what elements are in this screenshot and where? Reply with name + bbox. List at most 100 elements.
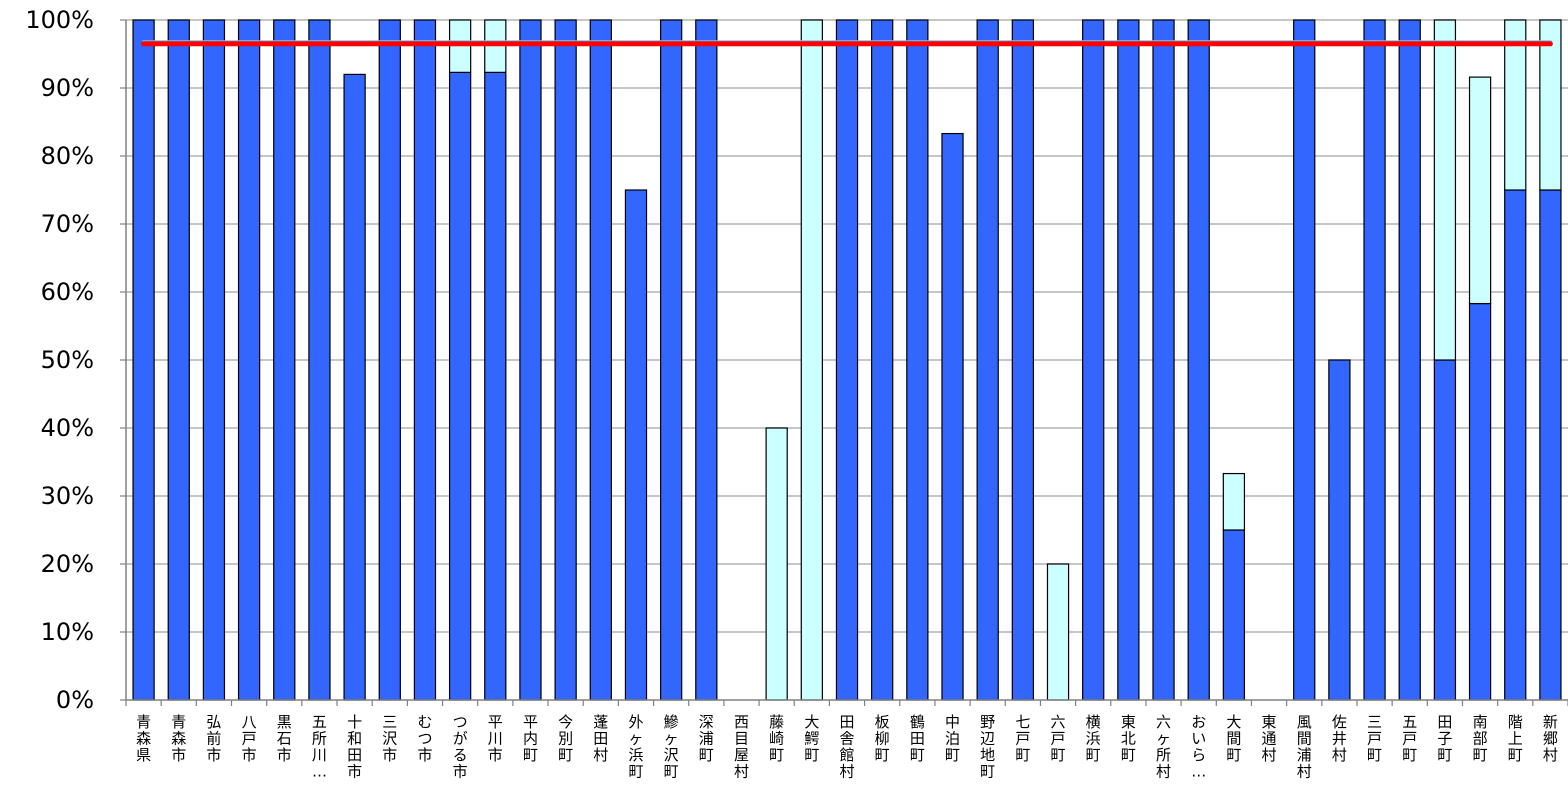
- bar: [1328, 359, 1351, 701]
- bar: [1082, 19, 1105, 701]
- reference-lines: [141, 40, 1553, 47]
- y-tick-label: 40%: [41, 414, 94, 442]
- bar: [1011, 19, 1035, 701]
- y-tick-label: 80%: [41, 142, 94, 170]
- x-tick-label: むつ市: [417, 713, 432, 764]
- bar: [589, 19, 612, 701]
- x-tick-label: 今別町: [558, 713, 573, 764]
- bar: [167, 19, 190, 701]
- bar: [519, 19, 542, 701]
- bar: [1504, 19, 1527, 191]
- bar: [1187, 19, 1210, 701]
- bar: [1468, 76, 1492, 305]
- x-tick-label: 平内町: [523, 713, 538, 764]
- bar: [1293, 19, 1316, 701]
- x-tick-label: 東北町: [1121, 713, 1136, 764]
- x-tick-label: 野辺地町: [980, 713, 995, 781]
- x-tick-label: 五所川…: [312, 713, 327, 781]
- bar: [378, 19, 401, 701]
- bar: [906, 19, 929, 701]
- bar: [1468, 302, 1492, 701]
- x-tick-label: 藤崎町: [769, 713, 784, 764]
- x-tick-label: 大鰐町: [804, 713, 819, 764]
- bar: [1363, 19, 1386, 701]
- y-tick-label: 10%: [41, 618, 94, 646]
- x-tick-label: 八戸市: [242, 713, 257, 764]
- bar-series: [132, 19, 1562, 701]
- x-axis-tick-labels: 青森県 青森市 弘前市 八戸市 黒石市 五所川… 十和田市 三沢市 むつ市 つがる市 平川市 平内町 今…: [136, 713, 1558, 781]
- bar: [941, 132, 964, 701]
- x-tick-label: 田子町: [1437, 713, 1452, 764]
- bar: [1222, 529, 1246, 701]
- bar: [1046, 563, 1070, 701]
- y-tick-label: 100%: [25, 6, 94, 34]
- bar: [1222, 472, 1246, 531]
- x-tick-label: 五戸町: [1402, 713, 1417, 764]
- x-tick-label: つがる市: [453, 713, 468, 781]
- bar: [554, 19, 577, 701]
- x-tick-label: 中泊町: [945, 713, 960, 764]
- bar: [659, 19, 683, 701]
- bar: [976, 19, 999, 701]
- x-tick-label: 三戸町: [1367, 713, 1382, 764]
- x-tick-label: おいら…: [1191, 713, 1206, 781]
- x-tick-label: 三沢市: [382, 713, 397, 764]
- bar: [1433, 19, 1457, 361]
- x-tick-label: 田舎館村: [839, 713, 854, 781]
- bar: [484, 71, 507, 701]
- bar: [1398, 19, 1421, 701]
- axes: [120, 19, 1568, 706]
- bar: [308, 19, 331, 701]
- x-tick-label: 階上町: [1508, 713, 1523, 764]
- y-tick-label: 50%: [41, 346, 94, 374]
- bar: [132, 19, 155, 701]
- bar: [1117, 19, 1140, 701]
- x-tick-label: 平川市: [488, 713, 503, 764]
- x-tick-label: 外ヶ浜町: [628, 713, 643, 781]
- bar: [835, 19, 859, 701]
- bar: [1504, 189, 1527, 701]
- y-tick-label: 30%: [41, 482, 94, 510]
- y-tick-label: 20%: [41, 550, 94, 578]
- x-tick-label: 六ヶ所村: [1156, 713, 1171, 781]
- bar: [1539, 189, 1562, 701]
- x-tick-label: 七戸町: [1015, 713, 1030, 764]
- bar: [448, 71, 472, 701]
- x-tick-label: 西目屋村: [734, 713, 749, 781]
- bar: [1152, 19, 1175, 701]
- x-tick-label: 蓬田村: [593, 713, 608, 764]
- x-tick-label: 佐井村: [1332, 713, 1347, 764]
- x-tick-label: 東通村: [1262, 713, 1277, 764]
- x-tick-label: 鰺ヶ沢町: [664, 713, 679, 781]
- bar: [202, 19, 226, 701]
- bar: [273, 19, 296, 701]
- bar: [765, 427, 788, 701]
- x-tick-label: 十和田市: [347, 713, 362, 781]
- x-tick-label: 弘前市: [206, 713, 221, 764]
- x-tick-label: 板柳町: [875, 713, 890, 764]
- x-tick-label: 青森県: [136, 713, 151, 764]
- x-tick-label: 青森市: [171, 713, 186, 764]
- bar: [343, 73, 366, 701]
- bar: [695, 19, 718, 701]
- x-tick-label: 黒石市: [277, 713, 292, 764]
- bar: [800, 19, 823, 701]
- y-tick-label: 90%: [41, 74, 94, 102]
- bar: [871, 19, 894, 701]
- x-tick-label: 新郷村: [1543, 713, 1558, 764]
- bar: [1539, 19, 1562, 191]
- bar: [624, 189, 648, 701]
- bar: [413, 19, 437, 701]
- bar: [1433, 359, 1457, 701]
- x-tick-label: 六戸町: [1051, 713, 1066, 764]
- x-tick-label: 深浦町: [699, 713, 714, 764]
- x-tick-label: 鶴田町: [910, 713, 925, 764]
- y-tick-label: 70%: [41, 210, 94, 238]
- x-tick-label: 南部町: [1473, 713, 1488, 764]
- x-tick-label: 大間町: [1226, 713, 1241, 764]
- y-axis-tick-labels: 0% 10% 20% 30% 40% 50% 60% 70% 80% 90% 100%: [25, 6, 94, 714]
- x-tick-label: 風間浦村: [1297, 713, 1312, 781]
- bar: [237, 19, 261, 701]
- y-tick-label: 0%: [56, 686, 94, 714]
